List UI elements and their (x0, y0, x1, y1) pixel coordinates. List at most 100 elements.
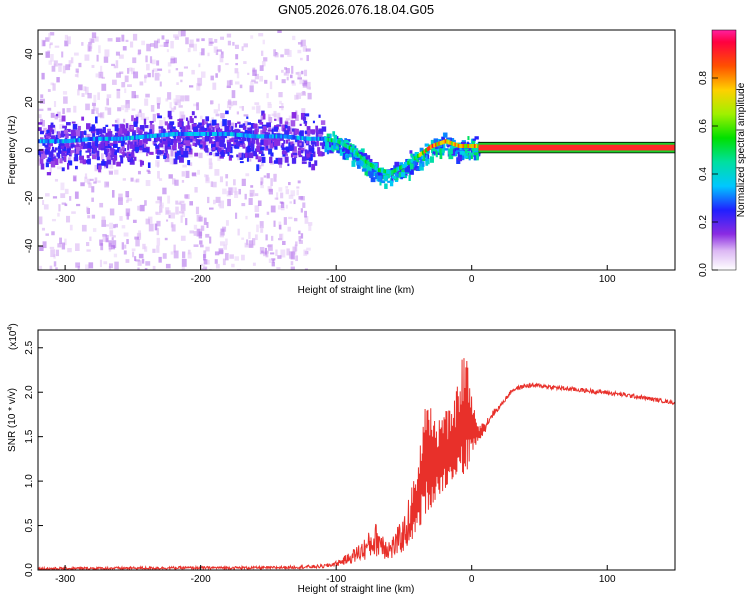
spectrogram-band-cell (120, 124, 126, 132)
spectrogram-band-cell (50, 124, 56, 128)
spectrogram-noise-cell (182, 251, 186, 259)
spectrogram-noise-cell (225, 220, 229, 226)
spectrogram-noise-cell (280, 192, 284, 199)
spectrogram-noise-cell (144, 246, 148, 252)
spectrogram-noise-cell (55, 249, 60, 257)
spectrogram-ridge-cell (38, 139, 41, 144)
spectrogram-ridge-cell (77, 138, 80, 143)
spectrogram-noise-cell (121, 82, 126, 88)
spectrogram-band-cell (247, 122, 251, 125)
spectrogram-noise-cell (170, 251, 174, 255)
spectrogram-noise-cell (189, 201, 194, 206)
spectrogram-band-cell (419, 163, 424, 171)
spectrogram-band-cell (162, 140, 168, 145)
spectrogram-noise-cell (254, 73, 259, 80)
spectrogram-noise-cell (132, 33, 138, 41)
spectrogram-noise-cell (98, 71, 104, 79)
spectrogram-band-cell (394, 161, 400, 167)
spectrogram-ridge-cell (98, 136, 101, 141)
spectrogram-band-cell (168, 124, 173, 130)
spectrogram-band-cell (50, 161, 56, 168)
spectrogram-band-cell (70, 150, 75, 153)
spectrogram-noise-cell (135, 178, 140, 183)
spectrogram-ridge-cell (161, 133, 165, 138)
spectrogram-band-cell (219, 139, 225, 147)
snr-x-tick-label: -100 (326, 574, 346, 585)
spectrogram-ridge-cell (88, 137, 91, 142)
spectrogram-band-cell (74, 154, 79, 162)
spectrogram-noise-cell (193, 103, 198, 107)
spectrogram-noise-cell (103, 56, 109, 63)
spectrogram-noise-cell (270, 178, 273, 187)
spectrogram-noise-cell (258, 33, 264, 37)
spectrogram-band-cell (93, 146, 98, 153)
spectrogram-band-cell (198, 129, 202, 135)
spectrogram-noise-cell (156, 60, 160, 66)
spectrogram-band-cell (86, 155, 90, 159)
spectrogram-noise-cell (78, 84, 83, 91)
spectrogram-band-cell (122, 128, 128, 134)
spectrogram-noise-cell (166, 49, 169, 53)
spectrogram-ridge-cell (360, 155, 363, 160)
spectrogram-ridge-cell (309, 136, 313, 141)
spectrogram-noise-cell (85, 264, 90, 270)
spectrogram-noise-cell (302, 130, 306, 134)
spectrogram-noise-cell (91, 186, 95, 193)
spectrogram-band-cell (133, 117, 138, 124)
spectrogram-ridge-cell (218, 132, 222, 136)
spectrogram-noise-cell (259, 65, 264, 71)
spectrogram-band-cell (189, 134, 194, 140)
spectrogram-band-cell (132, 131, 136, 139)
spectrogram-band-cell (104, 148, 107, 155)
spectrogram-x-tick-label: 100 (599, 274, 616, 285)
spectrogram-ridge-cell (325, 137, 329, 142)
snr-y-tick-label: 0.5 (24, 518, 35, 532)
spectrogram-noise-cell (298, 230, 301, 235)
spectrogram-band-cell (465, 154, 470, 159)
spectrogram-band-cell (301, 156, 307, 161)
spectrogram-band-cell (472, 138, 476, 141)
spectrogram-noise-cell (181, 258, 187, 267)
spectrogram-noise-cell (277, 205, 282, 210)
spectrogram-noise-cell (276, 267, 281, 270)
spectrogram-band-cell (448, 148, 453, 155)
spectrogram-band-cell (314, 160, 318, 166)
spectrogram-band-cell (284, 130, 289, 137)
spectrogram-band-cell (365, 155, 371, 161)
spectrogram-noise-cell (122, 178, 126, 181)
snr-x-label: Height of straight line (km) (298, 584, 415, 595)
spectrogram-band-cell (373, 162, 378, 167)
spectrogram-band-cell (220, 152, 225, 157)
spectrogram-band-cell (299, 123, 302, 126)
spectrogram-noise-cell (146, 63, 150, 71)
spectrogram-band-cell (114, 124, 119, 132)
spectrogram-noise-cell (138, 148, 143, 154)
spectrogram-noise-cell (135, 239, 140, 247)
spectrogram-band-cell (184, 126, 187, 133)
spectrogram-ridge-cell (421, 150, 425, 155)
spectrogram-ridge-cell (52, 139, 56, 144)
spectrogram-band-cell (227, 126, 232, 131)
spectrogram-ridge-cell (221, 132, 225, 136)
spectrogram-band-cell (257, 159, 261, 163)
spectrogram-ridge-cell (231, 132, 235, 137)
spectrogram-band-cell (189, 115, 193, 121)
snr-x-tick-label: 100 (599, 574, 616, 585)
spectrogram-noise-cell (295, 110, 298, 115)
spectrogram-noise-cell (144, 98, 149, 106)
spectrogram-noise-cell (62, 108, 65, 115)
spectrogram-noise-cell (226, 33, 232, 38)
spectrogram-band-cell (419, 147, 424, 153)
spectrogram-band-cell (40, 163, 45, 170)
spectrogram-noise-cell (123, 118, 126, 123)
spectrogram-band-cell (419, 155, 422, 161)
spectrogram-noise-cell (260, 115, 264, 121)
spectrogram-band-cell (78, 131, 84, 138)
spectrogram-band-cell (337, 147, 342, 154)
spectrogram-noise-cell (157, 68, 163, 71)
spectrogram-band-cell (146, 148, 150, 153)
spectrogram-band-cell (136, 142, 140, 149)
spectrogram-band-cell (142, 135, 147, 143)
spectrogram-noise-cell (62, 91, 68, 95)
spectrogram-band-cell (377, 175, 382, 182)
